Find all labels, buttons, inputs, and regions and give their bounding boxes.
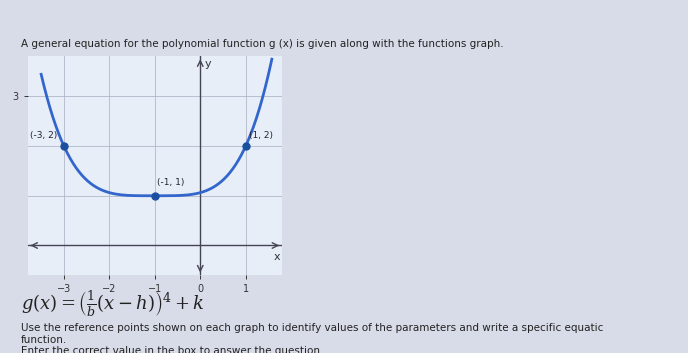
Text: y: y bbox=[205, 59, 211, 69]
Text: $g\left(x\right) = \left(\frac{1}{b}\left(x - h\right)\right)^{4} + k$: $g\left(x\right) = \left(\frac{1}{b}\lef… bbox=[21, 289, 204, 319]
Text: Enter the correct value in the box to answer the question.: Enter the correct value in the box to an… bbox=[21, 346, 323, 353]
Text: (-3, 2): (-3, 2) bbox=[30, 131, 57, 140]
Text: (1, 2): (1, 2) bbox=[249, 131, 273, 140]
Text: Use the reference points shown on each graph to identify values of the parameter: Use the reference points shown on each g… bbox=[21, 323, 603, 345]
Text: A general equation for the polynomial function g (x) is given along with the fun: A general equation for the polynomial fu… bbox=[21, 39, 503, 49]
Text: x: x bbox=[273, 252, 280, 262]
Text: (-1, 1): (-1, 1) bbox=[157, 178, 184, 187]
